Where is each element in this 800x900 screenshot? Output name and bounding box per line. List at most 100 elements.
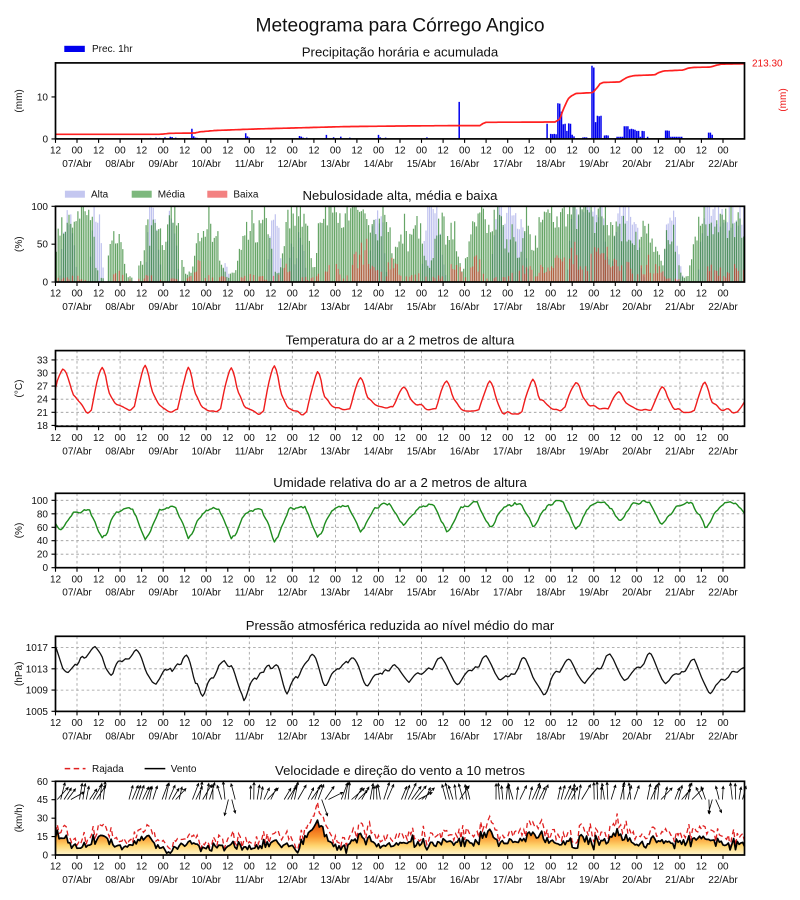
svg-text:00: 00 — [201, 718, 213, 729]
svg-text:21/Abr: 21/Abr — [665, 731, 695, 742]
svg-text:09/Abr: 09/Abr — [148, 731, 178, 742]
svg-text:12: 12 — [394, 289, 406, 300]
svg-text:00: 00 — [674, 433, 686, 444]
svg-text:12: 12 — [696, 146, 708, 157]
svg-text:Alta: Alta — [91, 190, 109, 201]
svg-text:00: 00 — [71, 862, 83, 873]
svg-text:00: 00 — [244, 574, 256, 585]
svg-text:10/Abr: 10/Abr — [191, 446, 221, 457]
svg-text:12: 12 — [93, 862, 105, 873]
svg-text:(km/h): (km/h) — [14, 804, 25, 832]
svg-text:00: 00 — [631, 574, 643, 585]
svg-text:08/Abr: 08/Abr — [105, 731, 135, 742]
svg-text:18/Abr: 18/Abr — [536, 302, 566, 313]
svg-text:12: 12 — [653, 289, 665, 300]
svg-text:15/Abr: 15/Abr — [407, 302, 437, 313]
svg-text:12: 12 — [179, 146, 191, 157]
svg-text:09/Abr: 09/Abr — [148, 446, 178, 457]
svg-text:Média: Média — [158, 190, 186, 201]
svg-text:12: 12 — [524, 862, 536, 873]
svg-text:12: 12 — [93, 718, 105, 729]
svg-text:0: 0 — [42, 563, 48, 574]
svg-text:00: 00 — [459, 289, 471, 300]
svg-text:00: 00 — [115, 574, 127, 585]
svg-text:12: 12 — [308, 718, 320, 729]
svg-text:22/Abr: 22/Abr — [708, 875, 738, 886]
svg-text:12: 12 — [308, 433, 320, 444]
svg-text:00: 00 — [287, 718, 299, 729]
svg-text:14/Abr: 14/Abr — [364, 159, 394, 170]
svg-text:12: 12 — [524, 433, 536, 444]
svg-text:12: 12 — [481, 289, 493, 300]
svg-text:09/Abr: 09/Abr — [148, 159, 178, 170]
svg-text:12: 12 — [653, 862, 665, 873]
svg-text:00: 00 — [459, 574, 471, 585]
svg-text:(mm): (mm) — [778, 88, 789, 111]
svg-text:00: 00 — [416, 433, 428, 444]
svg-text:12: 12 — [308, 574, 320, 585]
svg-text:13/Abr: 13/Abr — [321, 159, 351, 170]
svg-text:00: 00 — [330, 289, 342, 300]
svg-text:00: 00 — [115, 718, 127, 729]
svg-text:08/Abr: 08/Abr — [105, 875, 135, 886]
svg-text:22/Abr: 22/Abr — [708, 588, 738, 599]
svg-text:00: 00 — [115, 289, 127, 300]
svg-text:12: 12 — [438, 718, 450, 729]
svg-text:00: 00 — [287, 862, 299, 873]
svg-text:(%): (%) — [14, 236, 25, 252]
svg-text:12: 12 — [136, 146, 148, 157]
svg-text:10/Abr: 10/Abr — [191, 588, 221, 599]
svg-text:12: 12 — [93, 433, 105, 444]
svg-text:(°C): (°C) — [14, 380, 25, 398]
svg-text:12: 12 — [265, 289, 277, 300]
svg-text:33: 33 — [37, 355, 49, 366]
svg-text:100: 100 — [31, 202, 48, 213]
svg-text:0: 0 — [42, 134, 48, 145]
svg-text:12: 12 — [265, 574, 277, 585]
svg-text:12: 12 — [438, 289, 450, 300]
svg-text:12/Abr: 12/Abr — [278, 302, 308, 313]
svg-text:12: 12 — [93, 289, 105, 300]
svg-text:12: 12 — [93, 146, 105, 157]
svg-text:07/Abr: 07/Abr — [62, 731, 92, 742]
svg-text:12: 12 — [610, 433, 622, 444]
svg-text:13/Abr: 13/Abr — [321, 302, 351, 313]
svg-text:22/Abr: 22/Abr — [708, 159, 738, 170]
svg-text:0: 0 — [42, 851, 48, 862]
svg-text:00: 00 — [416, 289, 428, 300]
svg-text:0: 0 — [42, 278, 48, 289]
svg-text:00: 00 — [545, 289, 557, 300]
svg-text:(%): (%) — [14, 523, 25, 539]
svg-text:00: 00 — [201, 289, 213, 300]
svg-text:12: 12 — [438, 862, 450, 873]
svg-text:07/Abr: 07/Abr — [62, 159, 92, 170]
svg-text:16/Abr: 16/Abr — [450, 588, 480, 599]
svg-text:08/Abr: 08/Abr — [105, 302, 135, 313]
svg-text:15/Abr: 15/Abr — [407, 446, 437, 457]
svg-text:12: 12 — [136, 289, 148, 300]
svg-text:12: 12 — [308, 146, 320, 157]
svg-text:00: 00 — [330, 862, 342, 873]
svg-text:10/Abr: 10/Abr — [191, 875, 221, 886]
svg-text:21/Abr: 21/Abr — [665, 159, 695, 170]
svg-text:(mm): (mm) — [14, 89, 25, 112]
svg-text:00: 00 — [201, 574, 213, 585]
svg-text:07/Abr: 07/Abr — [62, 446, 92, 457]
svg-text:Meteograma para Córrego Angico: Meteograma para Córrego Angico — [255, 16, 544, 37]
svg-text:11/Abr: 11/Abr — [235, 875, 264, 886]
svg-text:15/Abr: 15/Abr — [407, 588, 437, 599]
svg-text:12: 12 — [50, 862, 62, 873]
svg-text:00: 00 — [545, 718, 557, 729]
svg-text:(hPa): (hPa) — [14, 662, 25, 686]
svg-text:00: 00 — [416, 862, 428, 873]
svg-text:00: 00 — [545, 862, 557, 873]
svg-text:00: 00 — [416, 718, 428, 729]
svg-text:Temperatura do ar a 2 metros d: Temperatura do ar a 2 metros de altura — [286, 332, 515, 347]
svg-text:12: 12 — [567, 862, 579, 873]
svg-text:12: 12 — [136, 862, 148, 873]
svg-text:50: 50 — [37, 240, 49, 251]
svg-text:00: 00 — [502, 862, 514, 873]
svg-text:60: 60 — [37, 523, 49, 534]
svg-text:12: 12 — [394, 574, 406, 585]
svg-text:11/Abr: 11/Abr — [235, 731, 264, 742]
